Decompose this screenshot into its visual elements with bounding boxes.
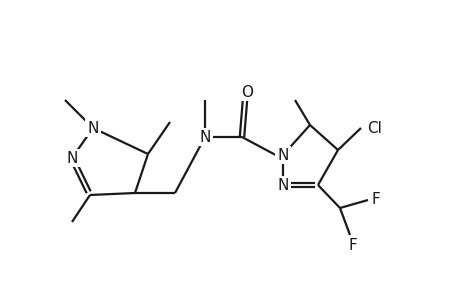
Text: O: O bbox=[241, 85, 252, 100]
Text: N: N bbox=[66, 151, 78, 166]
Text: F: F bbox=[371, 193, 380, 208]
Text: N: N bbox=[277, 148, 288, 163]
Text: Cl: Cl bbox=[367, 121, 381, 136]
Text: N: N bbox=[199, 130, 210, 145]
Text: N: N bbox=[277, 178, 288, 193]
Text: N: N bbox=[87, 121, 99, 136]
Text: F: F bbox=[348, 238, 357, 253]
